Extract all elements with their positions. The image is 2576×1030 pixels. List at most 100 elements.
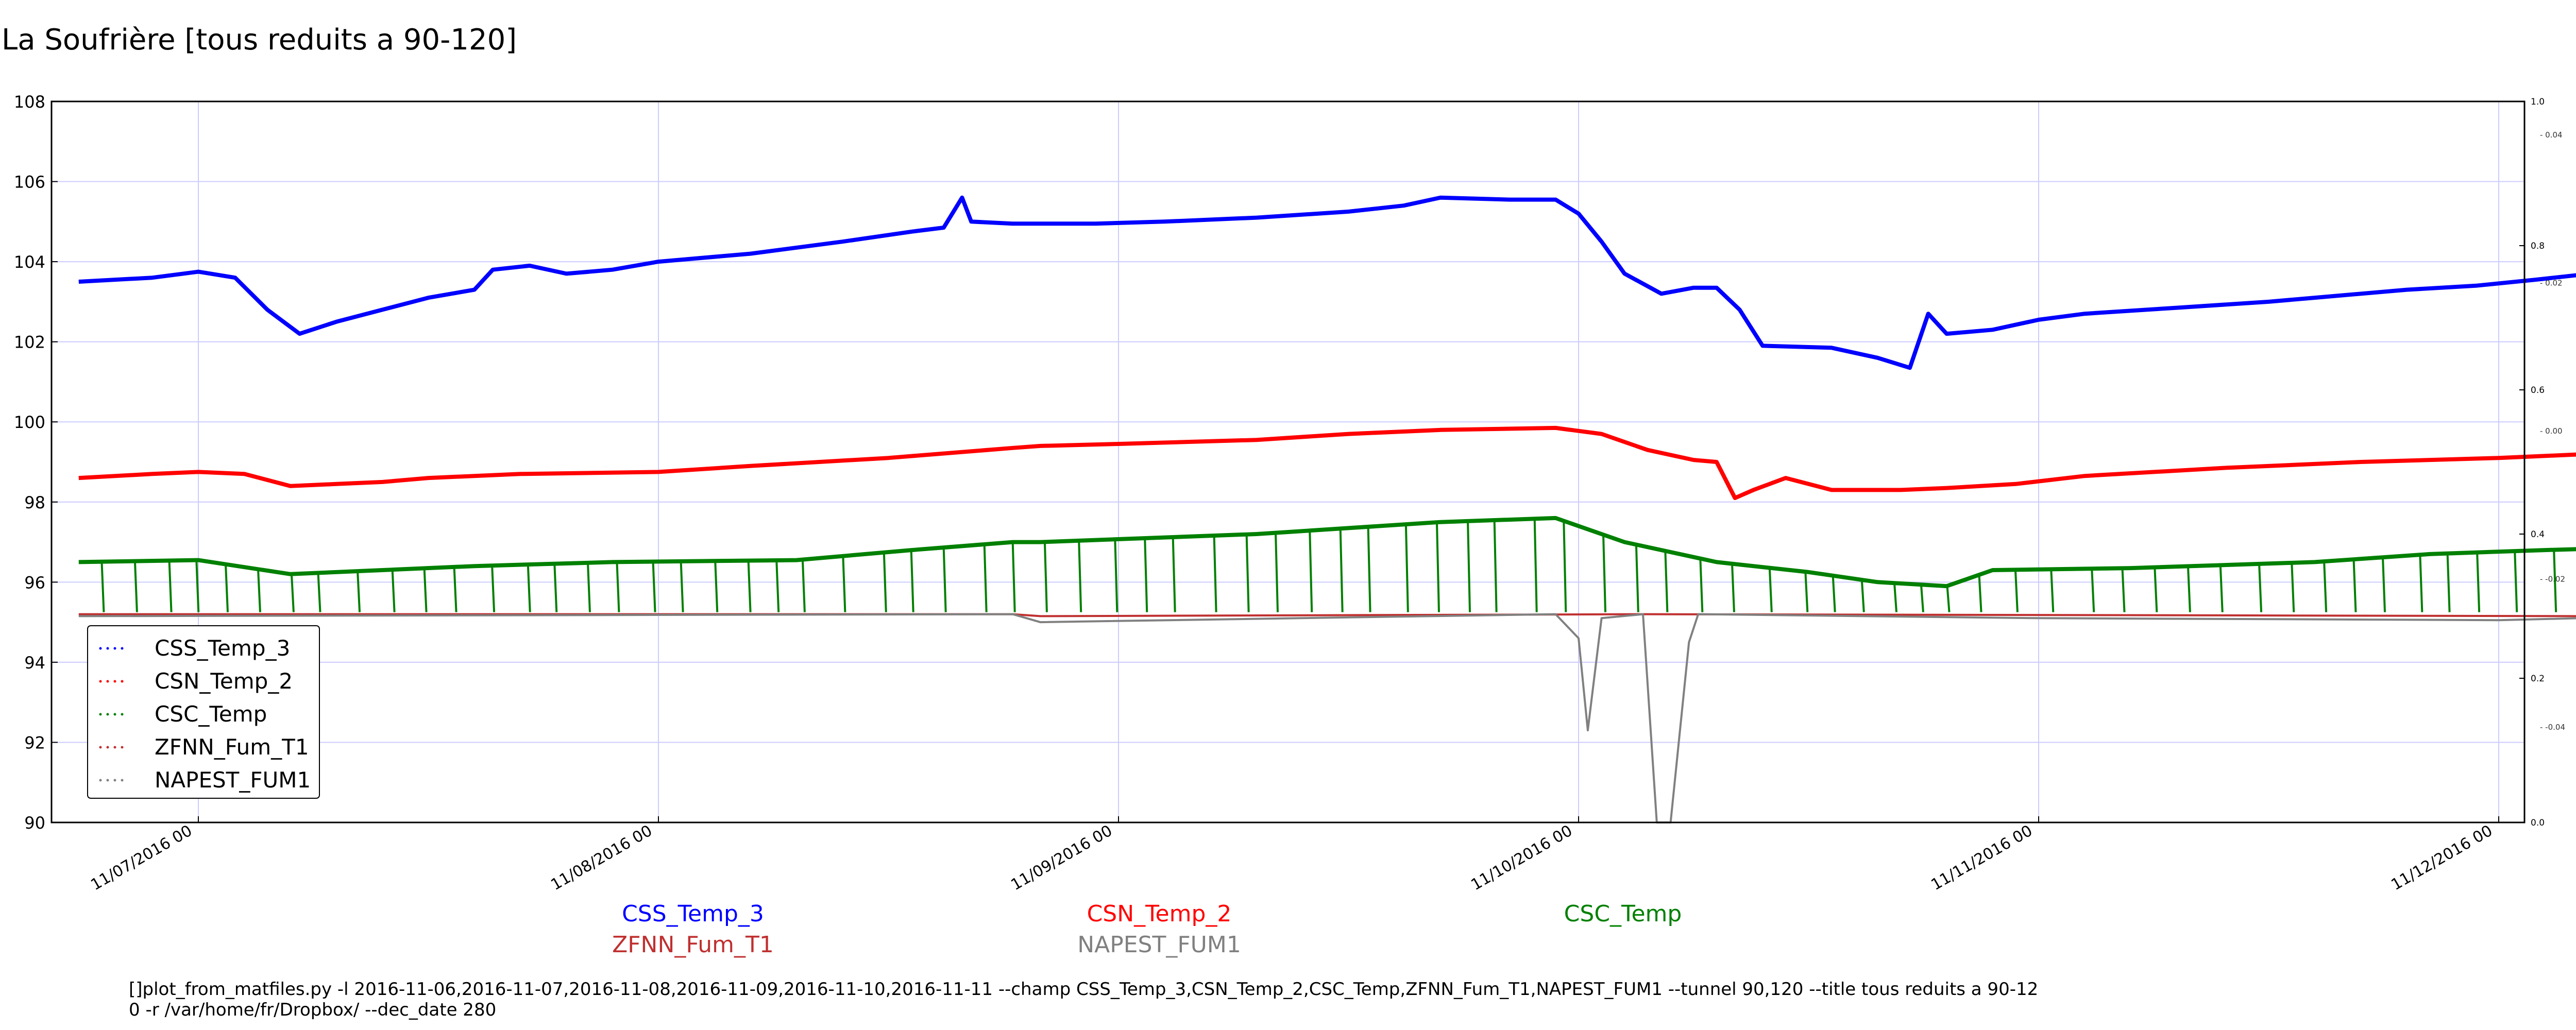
y2-inner-label: - -0.02 (2540, 575, 2565, 584)
series-drop (680, 561, 684, 612)
series-drop (1533, 519, 1538, 612)
legend-marker (99, 746, 102, 749)
series-drop (1309, 530, 1313, 612)
series-drop (2352, 559, 2357, 612)
series-drop (357, 571, 361, 612)
legend-marker (121, 647, 124, 650)
legend-marker (113, 779, 116, 782)
series-drop (1893, 583, 1897, 612)
y-tick-label: 94 (24, 653, 45, 673)
series-drop (1404, 524, 1409, 612)
footer-legend-label: CSC_Temp (1564, 901, 1682, 927)
series-drop (2091, 569, 2095, 612)
series-drop (1978, 575, 1982, 612)
series-drop (1144, 538, 1148, 612)
series-drop (586, 562, 591, 612)
series-drop (2014, 570, 2019, 612)
series-drop (1602, 535, 1607, 612)
series-drop (747, 560, 752, 612)
series-drop (1832, 575, 1836, 612)
series-drop (1635, 544, 1639, 612)
x-tick-label: 11/10/2016 00 (1468, 822, 1575, 895)
command-line-text: []plot_from_matfiles.py -l 2016-11-06,20… (129, 979, 2038, 1000)
legend-marker (106, 746, 109, 749)
y-tick-label: 96 (24, 573, 45, 592)
series-drop (1114, 539, 1118, 612)
y2-tick-label: 0.0 (2531, 818, 2545, 828)
series-drop (1011, 542, 1016, 612)
legend-marker (121, 680, 124, 683)
plot-frame (50, 100, 2526, 823)
legend-marker (121, 746, 124, 749)
series-drop (1860, 579, 1865, 612)
legend-marker (106, 713, 109, 716)
series-drop (801, 559, 806, 612)
legend-marker (121, 713, 124, 716)
legend-marker (106, 647, 109, 650)
y-axis: 90 92 94 96 98 100 102 104 106 108 (14, 92, 58, 833)
footer-legend-label: NAPEST_FUM1 (1077, 932, 1241, 958)
series-drop (1467, 521, 1471, 612)
series-drop (1920, 585, 1924, 612)
legend-marker (113, 647, 116, 650)
footer-legend: CSS_Temp_3 CSN_Temp_2 CSC_Temp ZFNN_Fum_T1 N… (612, 901, 1682, 958)
series-drop (2553, 550, 2557, 612)
legend-marker (99, 713, 102, 716)
legend-label: CSC_Temp (155, 701, 267, 727)
series-drop (2050, 569, 2055, 612)
legend-marker (99, 680, 102, 683)
series-drop (2382, 557, 2386, 612)
series-drop (1768, 568, 1773, 612)
series-drop (1699, 558, 1704, 612)
series-drop (1563, 521, 1567, 612)
series-drop (1339, 528, 1344, 612)
series-drop (195, 560, 200, 612)
legend-marker (113, 713, 116, 716)
y2-tick-label: 0.4 (2531, 529, 2545, 540)
series-drop (2219, 565, 2224, 612)
legend-marker (99, 647, 102, 650)
y-tick-label: 92 (24, 733, 45, 752)
legend-label: CSS_Temp_3 (155, 636, 290, 661)
series-line (78, 425, 2576, 500)
legend-marker (106, 680, 109, 683)
series-line (78, 195, 2576, 370)
series-drop (910, 550, 914, 612)
series-drop (652, 561, 656, 612)
series-drop (423, 568, 428, 612)
footer-legend-label: ZFNN_Fum_T1 (612, 932, 774, 958)
series-line (78, 613, 2576, 617)
x-tick-label: 11/09/2016 00 (1008, 822, 1115, 895)
series-drop (100, 561, 105, 612)
x-tick-label: 11/07/2016 00 (88, 822, 195, 895)
y-tick-label: 100 (14, 413, 45, 432)
series-drop (2291, 562, 2295, 612)
y2-tick-label: 0.2 (2531, 674, 2545, 684)
series-drop (1078, 540, 1082, 612)
x-axis: 11/07/2016 00 11/08/2016 00 11/09/2016 00 1… (88, 816, 2499, 894)
series-drop (225, 564, 229, 612)
legend-marker (113, 680, 116, 683)
x-tick-label: 11/08/2016 00 (548, 822, 655, 895)
y2-inner-label: - 0.04 (2540, 130, 2563, 140)
series-drop (1946, 586, 1951, 612)
series-drop (1804, 572, 1809, 612)
series-drop (942, 547, 947, 612)
series-drop (1172, 537, 1176, 612)
legend-marker (121, 779, 124, 782)
series-drop (257, 569, 261, 612)
legend-marker (99, 779, 102, 782)
series-drop (1245, 534, 1250, 612)
series-drop (883, 552, 887, 612)
series-drop (616, 562, 620, 612)
series-drop (1043, 542, 1048, 612)
y-tick-label: 106 (14, 173, 45, 192)
x-tick-label: 11/12/2016 00 (2388, 822, 2496, 895)
series-drop (2258, 563, 2263, 612)
series-drop (983, 544, 988, 612)
legend-box (87, 625, 320, 799)
legend: CSS_Temp_3 CSN_Temp_2 CSC_Temp ZFNN_Fum_T1 N… (87, 625, 320, 799)
chart-title: La Soufrière [tous reduits a 90-120] (2, 23, 517, 57)
series-drop (1731, 563, 1735, 612)
